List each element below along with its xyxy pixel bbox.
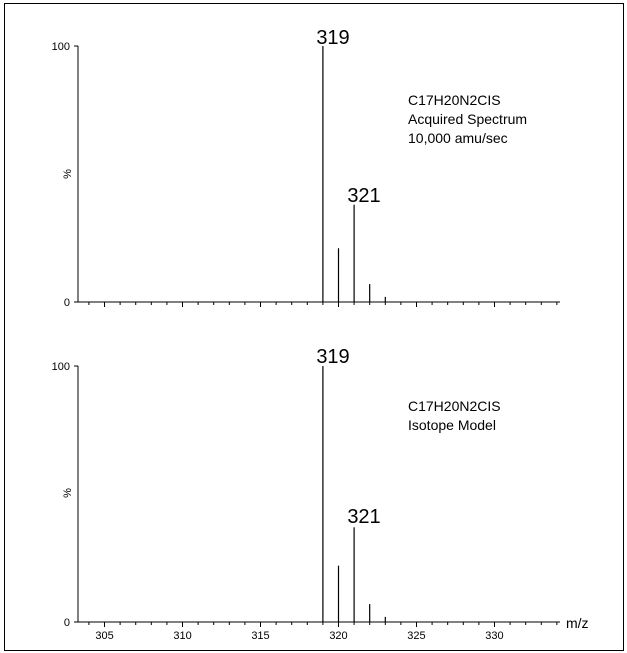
bottom-peak-label-321: 321 bbox=[347, 506, 380, 528]
bottom-peaks bbox=[322, 366, 386, 622]
chart-frame bbox=[4, 3, 624, 651]
top-panel: 100 0 % 319 321 C17H20N2CIS Acquired Spe… bbox=[52, 27, 560, 309]
top-peaks bbox=[322, 46, 386, 302]
bottom-ytick-label-100: 100 bbox=[52, 361, 70, 373]
top-ytick-label-0: 0 bbox=[64, 297, 70, 309]
top-ylabel: % bbox=[62, 169, 74, 179]
bottom-x-tick-labels: 305 310 315 320 325 330 bbox=[95, 630, 503, 642]
bottom-annotation-model: Isotope Model bbox=[408, 417, 496, 433]
bottom-ytick-label-0: 0 bbox=[64, 617, 70, 629]
bottom-xlabel: m/z bbox=[566, 615, 589, 631]
bottom-xtick-label-320: 320 bbox=[329, 630, 347, 642]
top-annotation-rate: 10,000 amu/sec bbox=[408, 130, 508, 146]
top-annotation-source: Acquired Spectrum bbox=[408, 111, 527, 127]
top-annotation-formula: C17H20N2CIS bbox=[408, 92, 501, 108]
bottom-annotation-formula: C17H20N2CIS bbox=[408, 398, 501, 414]
bottom-xtick-label-325: 325 bbox=[407, 630, 425, 642]
top-x-ticks bbox=[88, 302, 558, 307]
top-peak-label-319: 319 bbox=[316, 27, 349, 49]
bottom-xtick-label-315: 315 bbox=[251, 630, 269, 642]
bottom-peak-label-319: 319 bbox=[316, 346, 349, 368]
bottom-x-ticks bbox=[88, 622, 558, 627]
bottom-panel: 100 0 % 305 310 315 320 325 330 m/z 319 321 C… bbox=[52, 346, 589, 642]
bottom-xtick-label-305: 305 bbox=[95, 630, 113, 642]
top-ytick-label-100: 100 bbox=[52, 41, 70, 53]
bottom-ylabel: % bbox=[62, 488, 74, 498]
bottom-xtick-label-330: 330 bbox=[485, 630, 503, 642]
bottom-xtick-label-310: 310 bbox=[173, 630, 191, 642]
top-peak-label-321: 321 bbox=[347, 185, 380, 207]
